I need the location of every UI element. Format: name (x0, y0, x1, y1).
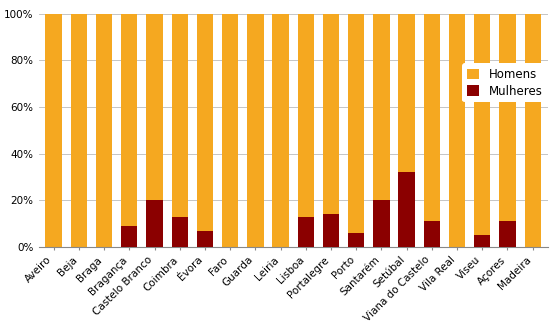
Bar (146, 13, 163, 247)
Bar (146, 200, 163, 247)
Bar (172, 13, 188, 247)
Bar (197, 13, 213, 247)
Bar (474, 13, 491, 247)
Bar (423, 13, 440, 247)
Bar (298, 13, 314, 247)
Bar (96, 13, 112, 247)
Bar (45, 13, 62, 247)
Bar (222, 13, 238, 247)
Bar (348, 233, 364, 247)
Bar (524, 13, 541, 247)
Bar (500, 221, 516, 247)
Bar (172, 216, 188, 247)
Bar (449, 13, 465, 247)
Bar (500, 13, 516, 247)
Legend: Homens, Mulheres: Homens, Mulheres (463, 64, 547, 102)
Bar (399, 13, 415, 247)
Bar (71, 13, 87, 247)
Bar (373, 13, 390, 247)
Bar (474, 235, 491, 247)
Bar (272, 13, 289, 247)
Bar (247, 13, 263, 247)
Bar (121, 226, 137, 247)
Bar (197, 231, 213, 247)
Bar (298, 216, 314, 247)
Bar (399, 172, 415, 247)
Bar (373, 200, 390, 247)
Bar (121, 13, 137, 247)
Bar (323, 13, 339, 247)
Bar (348, 13, 364, 247)
Bar (323, 214, 339, 247)
Bar (423, 221, 440, 247)
